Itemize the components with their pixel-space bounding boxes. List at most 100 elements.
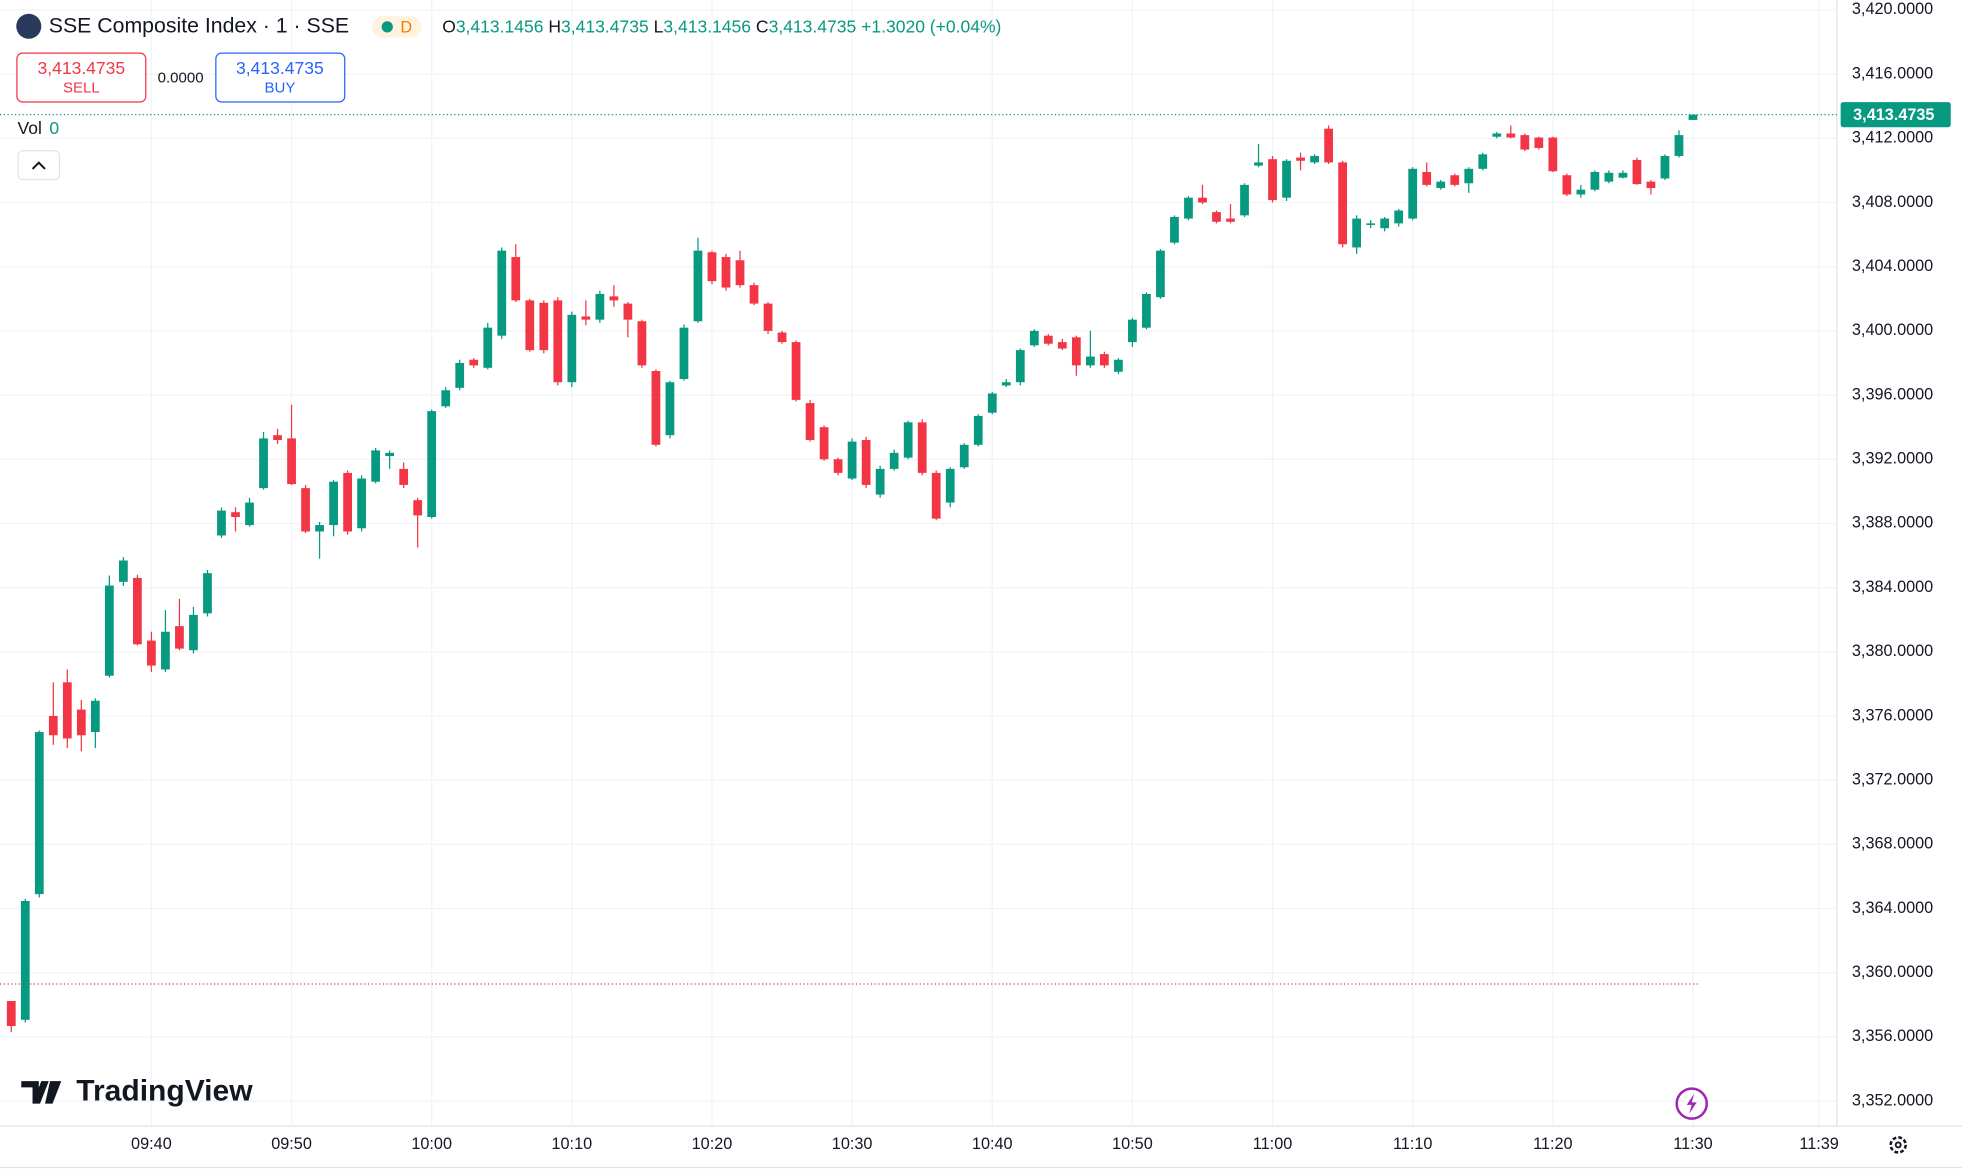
candle-body xyxy=(1071,337,1081,366)
candle-body xyxy=(76,709,86,736)
candle-body xyxy=(399,468,409,485)
candle-body xyxy=(245,502,254,526)
candle-body xyxy=(595,293,605,320)
candle-body xyxy=(1254,162,1263,166)
candle-body xyxy=(1492,133,1502,137)
chevron[interactable] xyxy=(31,160,46,170)
last-price-label: 3,413.4735 xyxy=(1853,106,1934,124)
candle-body xyxy=(1590,172,1600,190)
candle-body xyxy=(315,525,324,532)
candle-body xyxy=(1380,218,1390,229)
x-tick-label: 10:00 xyxy=(411,1135,452,1153)
gear-inner[interactable] xyxy=(1894,1141,1902,1149)
candle-body xyxy=(1674,135,1684,156)
candle-body xyxy=(973,415,983,445)
y-tick-label: 3,368.0000 xyxy=(1852,835,1933,853)
gear-outer[interactable] xyxy=(1889,1136,1907,1154)
x-tick-label: 10:50 xyxy=(1112,1135,1153,1153)
candle-body xyxy=(1212,212,1221,222)
legend: SSE Composite Index · 1 · SSE D O3,413.1… xyxy=(16,13,1001,39)
ohlc-value: 3,413.4735 xyxy=(561,16,649,37)
lightning-button[interactable] xyxy=(1675,1087,1708,1120)
candle-body xyxy=(651,370,661,445)
candle-body xyxy=(441,390,451,407)
grid xyxy=(0,0,1837,1127)
ohlc-value: 3,413.4735 xyxy=(768,16,857,37)
candle-body xyxy=(1114,359,1123,372)
candle-body xyxy=(1436,181,1446,189)
candle-body xyxy=(1029,330,1039,346)
chevron-path[interactable] xyxy=(31,161,46,170)
candle-body xyxy=(1688,114,1698,120)
ohlc-key: H xyxy=(548,16,562,37)
candle-body xyxy=(847,441,857,479)
candle-body xyxy=(217,510,226,536)
candle-body xyxy=(90,700,100,733)
candle-body xyxy=(1506,133,1516,138)
y-tick-label: 3,372.0000 xyxy=(1852,770,1933,788)
candle-body xyxy=(889,452,899,469)
x-tick-label: 10:10 xyxy=(551,1135,592,1153)
y-tick-label: 3,396.0000 xyxy=(1852,385,1933,403)
y-tick-label: 3,392.0000 xyxy=(1852,450,1933,468)
candle-body xyxy=(1142,293,1151,328)
candle-body xyxy=(959,444,969,468)
candle-body xyxy=(1632,159,1642,185)
candle-body xyxy=(469,359,479,366)
candle-body xyxy=(623,303,633,320)
candle-body xyxy=(805,403,815,440)
candle-body xyxy=(1015,350,1025,383)
candle-body xyxy=(1085,356,1095,366)
x-tick-label: 11:20 xyxy=(1533,1135,1572,1153)
candle-body xyxy=(1310,155,1319,163)
x-tick-label: 09:50 xyxy=(271,1135,312,1153)
collapse-button[interactable] xyxy=(17,150,61,181)
candle-body xyxy=(875,468,885,495)
sell-label[interactable]: SELL xyxy=(62,78,100,97)
sell-button[interactable]: 3,413.4735 SELL xyxy=(16,52,147,103)
candle-body xyxy=(721,257,731,288)
candle-body xyxy=(1128,319,1137,343)
candle-body xyxy=(1268,159,1277,201)
candle-body xyxy=(861,439,871,485)
axes: 3,352.0000 3,356.0000 3,360.0000 3,364.0000… xyxy=(0,0,1951,1153)
y-tick-label: 3,412.0000 xyxy=(1852,129,1933,147)
candle-body xyxy=(1478,154,1488,169)
candle-body xyxy=(1057,342,1067,349)
candle-body xyxy=(1534,137,1544,148)
candle-body xyxy=(735,260,745,286)
symbol-title[interactable]: SSE Composite Index · 1 · SSE xyxy=(48,13,350,38)
candle-body xyxy=(707,252,717,282)
lightning-icon[interactable] xyxy=(1686,1093,1697,1114)
buy-label[interactable]: BUY xyxy=(264,78,296,97)
settings-button[interactable] xyxy=(1889,1136,1907,1154)
candle-body xyxy=(945,468,955,503)
candle-body xyxy=(791,342,801,400)
candle-body xyxy=(385,452,395,457)
candle-body xyxy=(637,321,647,366)
candle-body xyxy=(693,250,703,322)
candle-body xyxy=(1282,160,1291,198)
candle-body xyxy=(819,427,829,460)
candle-body xyxy=(259,438,268,489)
ohlc-value: 3,413.1456 xyxy=(663,16,752,37)
symbol-icon xyxy=(16,13,42,39)
candle-body xyxy=(1422,172,1432,185)
x-tick-label: 11:39 xyxy=(1799,1135,1838,1153)
candle-body xyxy=(1240,184,1249,216)
candle-body xyxy=(903,422,913,458)
candle-body xyxy=(483,327,493,368)
candle-body xyxy=(1156,250,1165,298)
market-status[interactable]: D xyxy=(371,15,423,37)
candle-body xyxy=(118,560,128,582)
candle-body xyxy=(497,250,507,336)
y-tick-label: 3,408.0000 xyxy=(1852,193,1933,211)
y-tick-label: 3,416.0000 xyxy=(1852,64,1933,82)
buy-price[interactable]: 3,413.4735 xyxy=(236,57,324,78)
sell-price[interactable]: 3,413.4735 xyxy=(37,57,126,78)
x-tick-label: 11:30 xyxy=(1673,1135,1712,1153)
lightning-circle[interactable] xyxy=(1675,1087,1708,1120)
buy-button[interactable]: 3,413.4735 BUY xyxy=(214,52,345,103)
candle-body xyxy=(1660,155,1670,179)
candle-body xyxy=(567,314,577,383)
